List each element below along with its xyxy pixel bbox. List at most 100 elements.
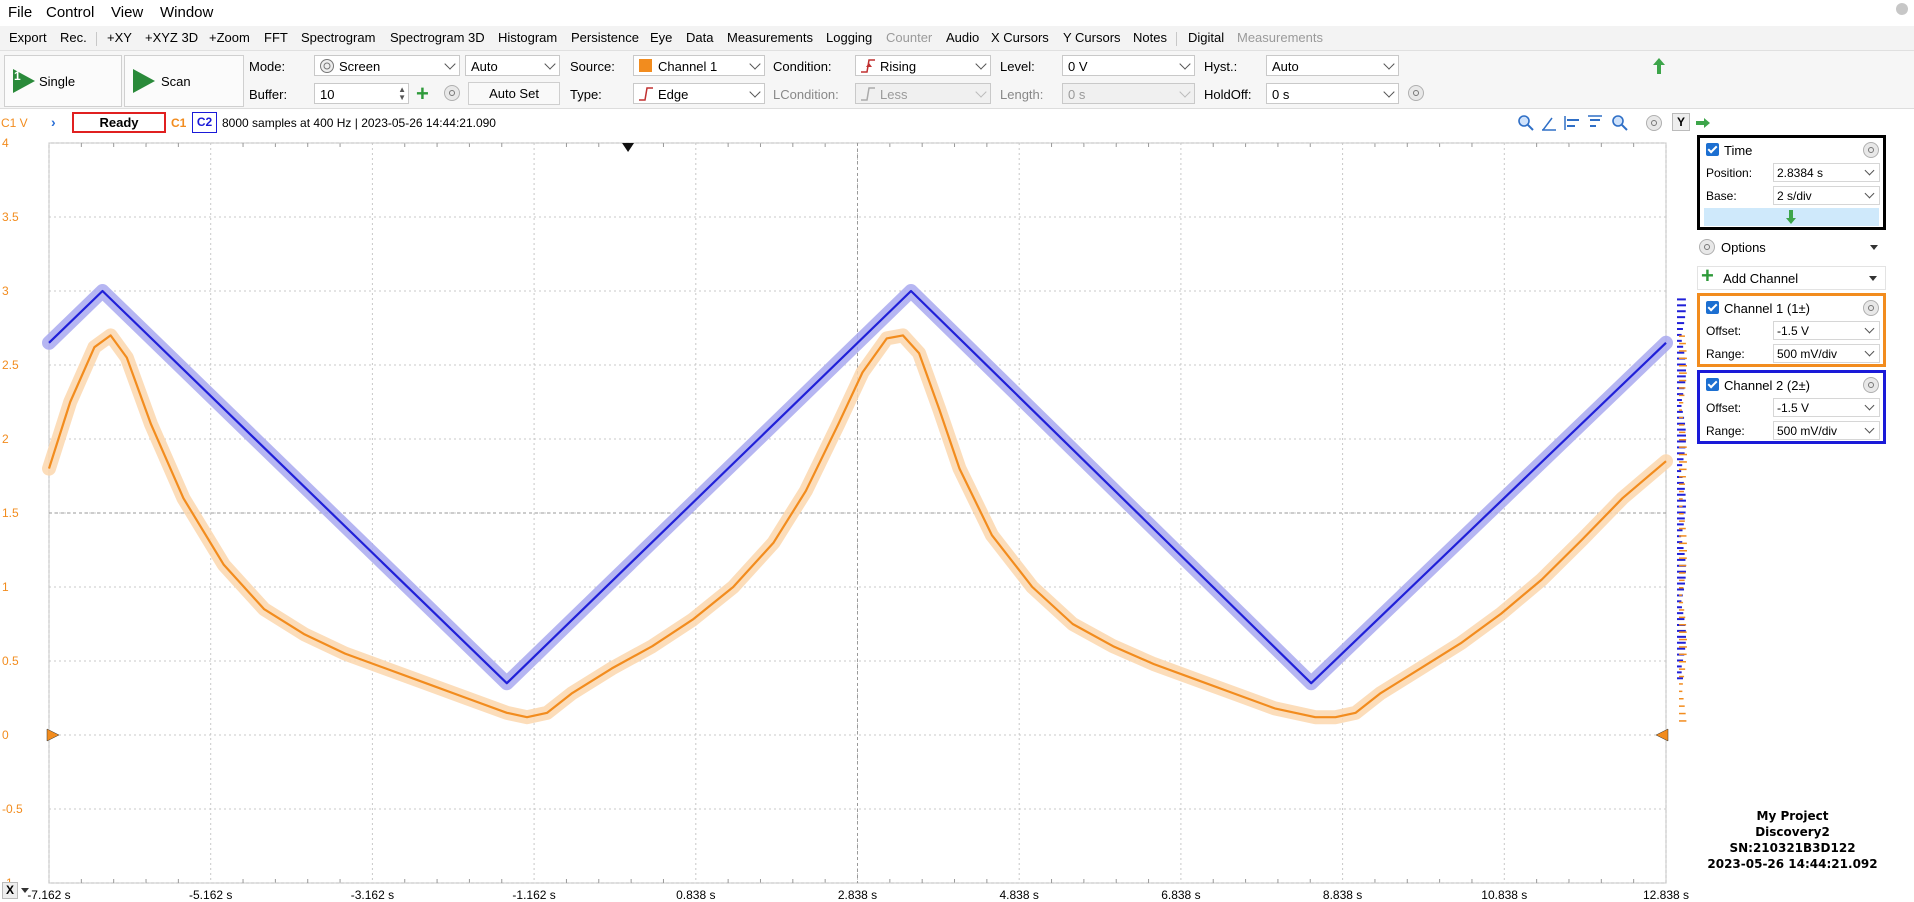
collapse-arrow-up-icon[interactable] xyxy=(1652,57,1666,75)
tab-export[interactable]: Export xyxy=(9,30,47,45)
hysteresis-select[interactable]: Auto xyxy=(1266,55,1399,76)
channel2-checkbox[interactable] xyxy=(1706,378,1719,391)
options-gear-icon xyxy=(1699,239,1715,255)
buffer-settings-gear-icon[interactable] xyxy=(444,85,460,101)
tab-spectrogram-3d[interactable]: Spectrogram 3D xyxy=(390,30,485,45)
options-row[interactable]: Options xyxy=(1697,237,1886,259)
c1-toggle[interactable]: C1 xyxy=(171,116,187,130)
level-select[interactable]: 0 V xyxy=(1062,55,1195,76)
channel1-settings-gear-icon[interactable] xyxy=(1863,300,1879,316)
menu-file[interactable]: File xyxy=(8,4,33,21)
tab-fft[interactable]: FFT xyxy=(264,30,288,45)
histogram-bin-c1 xyxy=(1679,653,1687,656)
position-select[interactable]: 2.8384 s xyxy=(1773,163,1880,182)
tab-xyz-3d[interactable]: +XYZ 3D xyxy=(145,30,199,45)
histogram-bin-c1 xyxy=(1679,624,1687,626)
histogram-bin-c1 xyxy=(1679,668,1686,670)
plot-settings-gear-icon[interactable] xyxy=(1646,115,1662,131)
time-settings-gear-icon[interactable] xyxy=(1863,142,1879,158)
x-axis-button[interactable]: X xyxy=(2,882,18,899)
chevron-right-icon[interactable]: › xyxy=(51,114,56,130)
c2-toggle[interactable]: C2 xyxy=(192,112,217,133)
tab-rec[interactable]: Rec. xyxy=(60,30,87,45)
menu-view[interactable]: View xyxy=(111,4,144,21)
histogram-bin-c2 xyxy=(1677,316,1686,319)
auto-set-button[interactable]: Auto Set xyxy=(468,82,560,105)
histogram-bin-c2 xyxy=(1677,671,1682,674)
histogram-bin-c1 xyxy=(1679,609,1685,611)
zoom-in-icon[interactable] xyxy=(1517,114,1535,132)
align-vertical-icon[interactable] xyxy=(1586,114,1604,132)
type-select[interactable]: Edge xyxy=(633,83,765,104)
histogram-bin-c2 xyxy=(1677,600,1682,603)
add-buffer-icon[interactable]: + xyxy=(416,81,429,106)
tab-eye[interactable]: Eye xyxy=(650,30,673,45)
tab-counter[interactable]: Counter xyxy=(886,30,933,45)
source-label: Source: xyxy=(570,59,615,74)
tab-audio[interactable]: Audio xyxy=(946,30,980,45)
window-control-icon[interactable] xyxy=(1896,3,1908,15)
time-expand-bar[interactable] xyxy=(1704,208,1879,226)
length-select[interactable]: 0 s xyxy=(1062,83,1195,104)
mode-select[interactable]: Screen xyxy=(314,55,460,76)
channel2-range-select[interactable]: 500 mV/div xyxy=(1773,421,1880,440)
time-checkbox[interactable] xyxy=(1706,143,1719,156)
holdoff-select[interactable]: 0 s xyxy=(1266,83,1399,104)
histogram-bin-c1 xyxy=(1679,542,1687,545)
histogram-bin-c1 xyxy=(1679,379,1687,382)
length-value: 0 s xyxy=(1068,87,1086,102)
base-select[interactable]: 2 s/div xyxy=(1773,186,1880,205)
single-button[interactable]: 1 Single xyxy=(4,55,122,107)
add-channel-button[interactable]: + Add Channel xyxy=(1697,263,1886,290)
menu-window[interactable]: Window xyxy=(160,4,214,21)
tab-y-cursors[interactable]: Y Cursors xyxy=(1063,30,1121,45)
channel2-offset-select[interactable]: -1.5 V xyxy=(1773,398,1880,417)
channel2-settings-gear-icon[interactable] xyxy=(1863,377,1879,393)
tab-data[interactable]: Data xyxy=(686,30,714,45)
histogram-bin-c1 xyxy=(1679,505,1683,508)
align-tool-icon[interactable] xyxy=(1563,114,1581,132)
tab-measurements[interactable]: Measurements xyxy=(727,30,813,45)
x-axis-menu-caret-icon[interactable] xyxy=(21,888,29,893)
tab-zoom[interactable]: +Zoom xyxy=(209,30,250,45)
buffer-spinbox[interactable]: 10 ▲ ▼ xyxy=(314,83,409,104)
tab-spectrogram[interactable]: Spectrogram xyxy=(301,30,376,45)
histogram-bin-c2 xyxy=(1677,351,1685,354)
panel-toggle-arrow-icon[interactable] xyxy=(1695,117,1711,129)
tab-digital[interactable]: Digital xyxy=(1188,30,1225,45)
histogram-bin-c1 xyxy=(1679,572,1686,574)
y-axis-button[interactable]: Y xyxy=(1672,113,1690,131)
histogram-bin-c2 xyxy=(1677,541,1683,544)
cursor-tool-icon[interactable] xyxy=(1540,114,1558,132)
histogram-bin-c1 xyxy=(1679,690,1683,693)
tab-logging[interactable]: Logging xyxy=(826,30,873,45)
lcondition-select[interactable]: Less xyxy=(855,83,991,104)
zoom-out-icon[interactable] xyxy=(1611,114,1629,132)
scan-button[interactable]: Scan xyxy=(124,55,244,107)
source-select[interactable]: Channel 1 xyxy=(633,55,765,76)
y-tick-label: 1 xyxy=(2,580,9,594)
auto-mode-select[interactable]: Auto xyxy=(465,55,560,76)
tab-notes[interactable]: Notes xyxy=(1133,30,1167,45)
channel1-range-select[interactable]: 500 mV/div xyxy=(1773,344,1880,363)
acquisition-state-badge: Ready xyxy=(72,112,166,133)
condition-select[interactable]: Rising xyxy=(855,55,991,76)
histogram-bin-c1 xyxy=(1679,557,1687,559)
tab-measurements-2[interactable]: Measurements xyxy=(1237,30,1323,45)
tab-persistence[interactable]: Persistence xyxy=(571,30,639,45)
menu-control[interactable]: Control xyxy=(46,4,95,21)
histogram-bin-c1 xyxy=(1679,424,1685,426)
channel1-offset-select[interactable]: -1.5 V xyxy=(1773,321,1880,340)
tab-histogram[interactable]: Histogram xyxy=(498,30,558,45)
trigger-settings-gear-icon[interactable] xyxy=(1408,85,1424,101)
histogram-bin-c2 xyxy=(1677,345,1684,348)
tab-separator xyxy=(96,32,97,46)
histogram-bin-c2 xyxy=(1677,677,1684,680)
spin-arrows-icon[interactable]: ▲ ▼ xyxy=(398,85,406,102)
type-label: Type: xyxy=(570,87,602,102)
tab-xy[interactable]: +XY xyxy=(107,30,132,45)
oscilloscope-plot[interactable]: -7.162 s -5.162 s -3.162 s -1.162 s 0.838 s 2… xyxy=(0,135,1690,902)
y-tick-label: 0.5 xyxy=(2,654,19,668)
tab-x-cursors[interactable]: X Cursors xyxy=(991,30,1049,45)
channel1-checkbox[interactable] xyxy=(1706,301,1719,314)
